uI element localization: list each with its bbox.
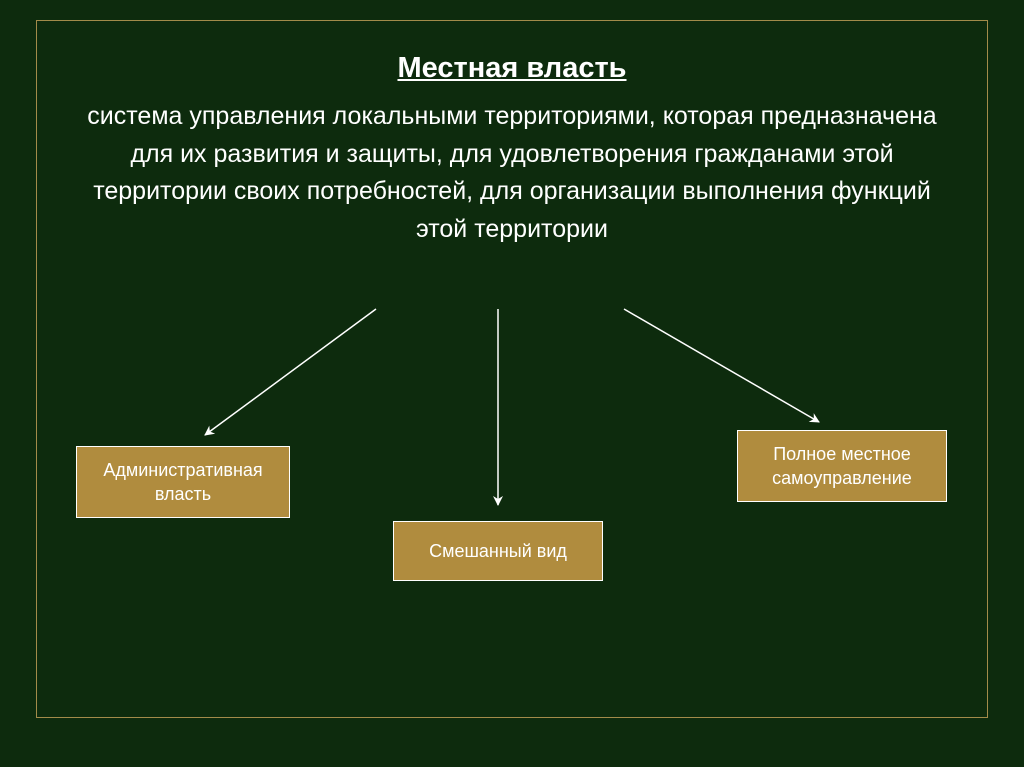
box-mixed-type: Смешанный вид — [393, 521, 603, 581]
box-admin-power: Административная власть — [76, 446, 290, 518]
box-full-self-government: Полное местное самоуправление — [737, 430, 947, 502]
box-mixed-label: Смешанный вид — [429, 539, 567, 563]
slide-title: Местная власть — [0, 52, 1024, 85]
definition-text: система управления локальными территория… — [70, 98, 954, 248]
box-full-label: Полное местное самоуправление — [748, 442, 936, 491]
box-admin-label: Административная власть — [87, 458, 279, 507]
